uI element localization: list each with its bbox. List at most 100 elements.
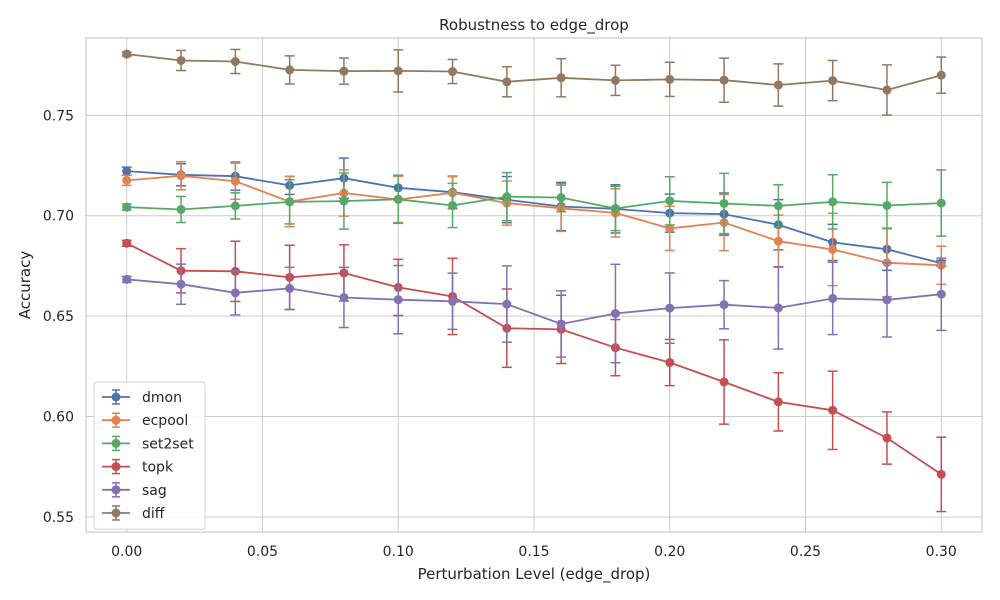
series-ecpool xyxy=(121,160,947,298)
data-point xyxy=(665,303,675,313)
data-point xyxy=(719,300,729,310)
legend-marker xyxy=(111,485,121,495)
data-point xyxy=(828,244,838,254)
data-point xyxy=(448,200,458,210)
series-line xyxy=(126,195,942,211)
legend-marker xyxy=(111,392,121,402)
data-point xyxy=(773,303,783,313)
x-tick-label: 0.15 xyxy=(518,544,549,560)
data-point xyxy=(610,203,620,213)
data-point xyxy=(285,197,295,207)
data-point xyxy=(285,65,295,75)
data-point xyxy=(230,201,240,211)
data-point xyxy=(665,74,675,84)
legend-marker xyxy=(111,462,121,472)
y-axis-label: Accuracy xyxy=(16,251,34,320)
data-point xyxy=(502,192,512,202)
data-point xyxy=(339,196,349,206)
legend: dmon ecpool set2set topk sag diff xyxy=(93,381,206,530)
legend-item-diff: diff xyxy=(102,505,165,522)
chart-title: Robustness to edge_drop xyxy=(439,16,629,35)
legend-label: topk xyxy=(142,460,174,476)
legend-label: dmon xyxy=(142,390,182,406)
data-point xyxy=(828,405,838,415)
data-point xyxy=(936,198,946,208)
y-tick-label: 0.60 xyxy=(43,410,74,426)
data-point xyxy=(230,176,240,186)
data-point xyxy=(393,66,403,76)
data-point xyxy=(339,66,349,76)
series-line xyxy=(126,242,942,476)
x-tick-label: 0.00 xyxy=(111,544,142,560)
data-point xyxy=(176,204,186,214)
data-point xyxy=(502,299,512,309)
legend-item-topk: topk xyxy=(102,458,174,476)
data-point xyxy=(339,292,349,302)
legend-item-set2set: set2set xyxy=(102,435,194,452)
legend-label: ecpool xyxy=(142,413,188,429)
data-point xyxy=(176,171,186,181)
data-point xyxy=(610,309,620,319)
data-point xyxy=(122,166,132,176)
x-tick-label: 0.30 xyxy=(926,544,957,560)
data-point xyxy=(773,397,783,407)
legend-item-dmon: dmon xyxy=(102,389,182,406)
series-diff xyxy=(121,48,947,116)
data-point xyxy=(122,175,132,185)
data-point xyxy=(230,56,240,66)
series-set2set xyxy=(121,169,947,237)
data-point xyxy=(828,76,838,86)
data-point xyxy=(719,198,729,208)
data-point xyxy=(122,49,132,59)
data-point xyxy=(285,283,295,293)
data-point xyxy=(448,296,458,306)
y-tick-label: 0.55 xyxy=(43,510,74,526)
data-point xyxy=(828,293,838,303)
series-sag xyxy=(121,257,947,364)
data-point xyxy=(773,201,783,211)
data-point xyxy=(882,200,892,210)
data-point xyxy=(556,319,566,329)
data-point xyxy=(556,193,566,203)
plot-frame xyxy=(85,37,983,533)
data-point xyxy=(665,196,675,206)
y-tick-label: 0.65 xyxy=(43,309,74,325)
data-point xyxy=(176,279,186,289)
data-point xyxy=(882,433,892,443)
data-point xyxy=(122,202,132,212)
data-point xyxy=(773,80,783,90)
legend-label: sag xyxy=(142,483,167,499)
y-tick-label: 0.70 xyxy=(43,209,74,225)
data-point xyxy=(176,55,186,65)
legend-label: diff xyxy=(142,506,165,522)
data-point xyxy=(882,85,892,95)
data-point xyxy=(122,274,132,284)
data-point xyxy=(828,197,838,207)
data-point xyxy=(556,73,566,83)
legend-item-sag: sag xyxy=(102,482,167,499)
series-line xyxy=(126,278,942,325)
data-point xyxy=(502,77,512,87)
data-point xyxy=(122,238,132,248)
legend-marker xyxy=(111,438,121,448)
data-point xyxy=(882,295,892,305)
x-axis-label: Perturbation Level (edge_drop) xyxy=(418,565,651,584)
data-point xyxy=(936,289,946,299)
data-point xyxy=(665,223,675,233)
data-point xyxy=(936,70,946,80)
ticks: 0.00 0.05 0.10 0.15 0.20 0.25 0.30 0.55 0.60 0.65… xyxy=(43,108,957,560)
data-point xyxy=(393,194,403,204)
legend-marker xyxy=(111,415,121,425)
legend-box xyxy=(93,381,206,530)
data-point xyxy=(773,236,783,246)
y-tick-label: 0.75 xyxy=(43,108,74,124)
data-point xyxy=(719,75,729,85)
data-point xyxy=(230,288,240,298)
x-tick-label: 0.05 xyxy=(247,544,278,560)
data-point xyxy=(665,358,675,368)
legend-label: set2set xyxy=(142,436,194,452)
data-point xyxy=(719,377,729,387)
legend-item-ecpool: ecpool xyxy=(102,412,188,429)
series-layer xyxy=(121,48,947,513)
